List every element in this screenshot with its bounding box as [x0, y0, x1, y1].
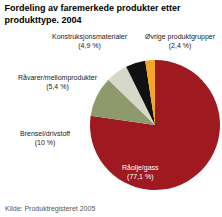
svg-text:Konstruksjonsmaterialer(4,9 %): Konstruksjonsmaterialer(4,9 %)	[52, 33, 128, 50]
svg-text:Råolje/gass(77,1 %): Råolje/gass(77,1 %)	[122, 164, 159, 181]
svg-text:Brensel/drivstoff(10 %): Brensel/drivstoff(10 %)	[20, 130, 70, 147]
svg-text:Kilde: Produktregisteret 2005: Kilde: Produktregisteret 2005	[5, 205, 95, 213]
svg-text:Fordeling av faremerkede produ: Fordeling av faremerkede produkter etter…	[4, 3, 181, 25]
svg-text:Råvarer/mellomprodukter(5,4 %): Råvarer/mellomprodukter(5,4 %)	[18, 74, 98, 91]
svg-text:Øvrige produktgrupper(2,4 %): Øvrige produktgrupper(2,4 %)	[145, 33, 216, 50]
